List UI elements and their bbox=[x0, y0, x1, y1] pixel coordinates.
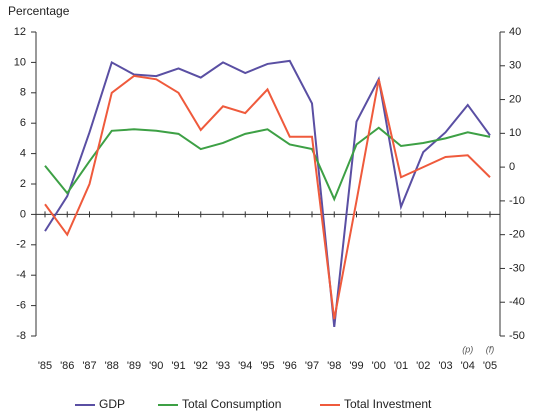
x-tick-label: '01 bbox=[394, 360, 408, 372]
x-tick-label: '99 bbox=[349, 360, 363, 372]
y-tick-label: -6 bbox=[16, 300, 26, 312]
y2-tick-label: -20 bbox=[509, 229, 525, 241]
x-tick-label: '00 bbox=[372, 360, 386, 372]
x-tick-label: '04 bbox=[461, 360, 475, 372]
y-tick-label: 8 bbox=[20, 87, 26, 99]
x-tick-label: '85 bbox=[38, 360, 52, 372]
x-tick-label: '02 bbox=[416, 360, 430, 372]
y-tick-label: -4 bbox=[16, 269, 26, 281]
x-tick-label: '86 bbox=[60, 360, 74, 372]
x-tick-label: '87 bbox=[82, 360, 96, 372]
x-tick-label: '03 bbox=[438, 360, 452, 372]
y-axis-label: Percentage bbox=[8, 4, 70, 18]
annotation: (p) bbox=[462, 344, 473, 354]
x-tick-label: '05 bbox=[483, 360, 497, 372]
x-tick-label: '89 bbox=[127, 360, 141, 372]
annotation: (f) bbox=[486, 344, 495, 354]
x-tick-label: '91 bbox=[171, 360, 185, 372]
series-line bbox=[44, 126, 491, 202]
y-tick-label: -8 bbox=[16, 330, 26, 342]
x-tick-label: '93 bbox=[216, 360, 230, 372]
y2-tick-label: -10 bbox=[509, 195, 525, 207]
x-tick-label: '95 bbox=[260, 360, 274, 372]
y2-tick-label: 40 bbox=[509, 26, 521, 38]
legend-label: Total Investment bbox=[344, 397, 432, 411]
legend-label: Total Consumption bbox=[182, 397, 281, 411]
y-tick-label: 12 bbox=[14, 26, 26, 38]
y2-tick-label: 10 bbox=[509, 127, 521, 139]
y-tick-label: 4 bbox=[20, 148, 26, 160]
x-tick-label: '94 bbox=[238, 360, 252, 372]
y2-tick-label: 20 bbox=[509, 93, 521, 105]
y-tick-label: 6 bbox=[20, 117, 26, 129]
legend-label: GDP bbox=[99, 397, 125, 411]
x-tick-label: '96 bbox=[283, 360, 297, 372]
series-line bbox=[44, 59, 491, 327]
x-tick-label: '98 bbox=[327, 360, 341, 372]
x-tick-label: '97 bbox=[305, 360, 319, 372]
x-tick-label: '88 bbox=[105, 360, 119, 372]
y2-tick-label: -40 bbox=[509, 296, 525, 308]
x-tick-label: '90 bbox=[149, 360, 163, 372]
y2-tick-label: -30 bbox=[509, 262, 525, 274]
y-tick-label: 2 bbox=[20, 178, 26, 190]
y-tick-label: -2 bbox=[16, 239, 26, 251]
y2-tick-label: 0 bbox=[509, 161, 515, 173]
y2-tick-label: -50 bbox=[509, 330, 525, 342]
y2-tick-label: 30 bbox=[509, 60, 521, 72]
series-line bbox=[44, 74, 491, 320]
y-tick-label: 10 bbox=[14, 56, 26, 68]
x-tick-label: '92 bbox=[194, 360, 208, 372]
y-tick-label: 0 bbox=[20, 208, 26, 220]
